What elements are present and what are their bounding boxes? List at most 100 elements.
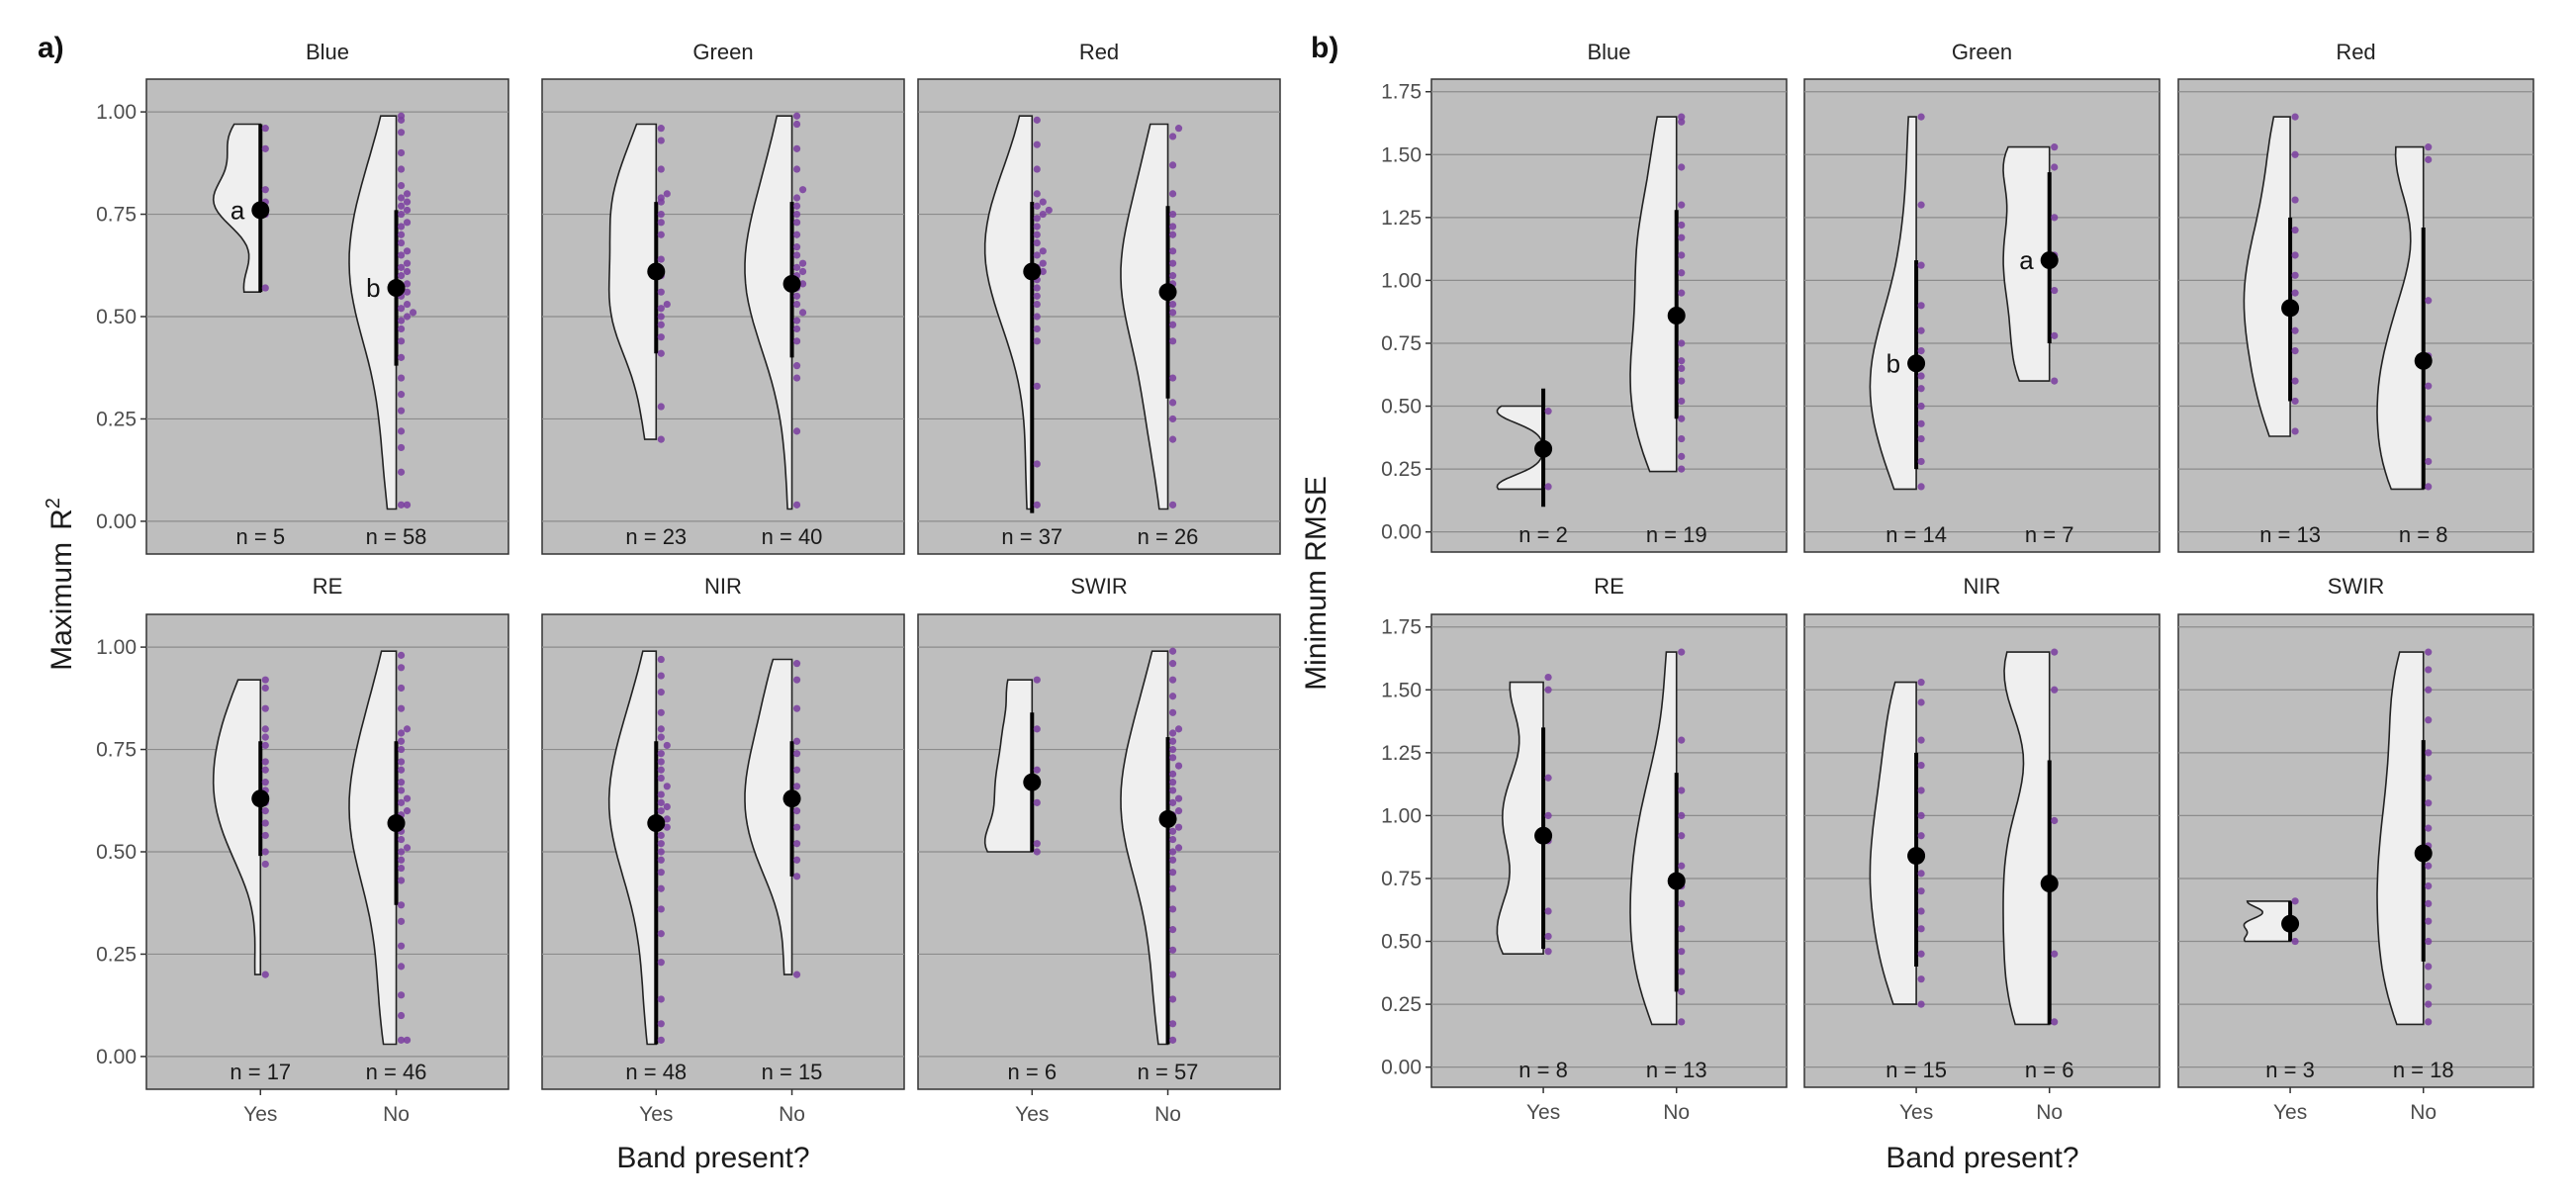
data-point [2051,143,2059,151]
data-point [2425,686,2433,694]
data-point [1033,116,1041,124]
mean-point [2281,914,2300,933]
data-point [261,819,269,827]
data-point [2425,963,2433,971]
data-point [1168,660,1177,668]
data-point [261,725,269,733]
data-point [403,280,412,288]
violin-group-yes: n = 15 [1869,679,1947,1082]
data-point [397,779,406,787]
y-tick-label: 0.25 [96,408,137,430]
data-point [798,186,807,194]
data-point [792,165,801,173]
violin-shape [348,650,398,1046]
data-point [403,794,412,802]
data-point [397,317,406,324]
data-point [397,165,406,173]
data-point [1168,321,1177,328]
data-point [657,708,665,716]
data-point [397,745,406,754]
data-point [663,815,671,823]
data-point [1033,292,1041,300]
mean-point [1907,354,1926,373]
mean-point [251,201,270,220]
data-point [1033,840,1041,848]
violin-group-yes: n = 13 [2243,113,2321,547]
data-point [1033,300,1041,309]
data-point [657,210,665,219]
data-point [1033,848,1041,856]
data-point [657,905,665,913]
data-point [1039,247,1047,255]
data-point [1917,975,1925,983]
data-point [1917,761,1925,770]
mean-point [1667,872,1686,890]
n-label: n = 8 [1518,1058,1568,1082]
data-point [2425,937,2433,946]
x-axis-title: Band present? [616,1142,809,1174]
data-point [261,848,269,856]
data-point [2425,648,2433,656]
panel-label: b) [1311,32,1338,64]
data-point [657,733,665,741]
data-point [1917,887,1925,895]
x-tick-label: No [1154,1103,1181,1126]
data-point [1033,215,1041,223]
data-point [1917,832,1925,840]
data-point [1168,835,1177,844]
data-point [403,259,412,267]
x-tick-label: No [779,1103,805,1126]
data-point [2291,346,2299,355]
mean-point [2414,351,2433,370]
data-point [2291,113,2299,121]
violin-shape [983,115,1034,510]
data-point [397,129,406,137]
x-tick-label: No [383,1103,410,1126]
n-label: n = 26 [1138,524,1199,549]
data-point [1168,1020,1177,1028]
mean-point [387,814,406,833]
facet-title: Blue [1587,40,1630,64]
data-point [1168,737,1177,745]
mean-point [1158,809,1177,828]
data-point [397,263,406,271]
violin-shape [607,650,658,1046]
y-tick-label: 0.00 [1381,521,1422,544]
data-point [1678,465,1686,473]
facet-title: NIR [704,574,742,599]
data-point [1544,948,1552,956]
data-point [2291,196,2299,204]
data-point [403,267,412,276]
data-point [657,231,665,238]
data-point [1917,457,1925,466]
n-label: n = 40 [762,524,823,549]
facet-red-r2: Red n = 37 n = 26 [917,40,1281,555]
data-point [1917,870,1925,878]
y-tick-label: 1.00 [96,101,137,124]
y-axis-title: MaximumR2 [43,498,78,671]
violin-group-yes: n = 48 [607,650,687,1084]
data-point [403,198,412,206]
data-point [657,750,665,758]
data-point [1678,357,1686,365]
data-point [1033,798,1041,806]
facet-title: Green [1952,40,2012,64]
data-point [1033,231,1041,238]
violin-group-yes: b n = 14 [1869,113,1947,547]
data-point [1678,201,1686,209]
data-point [657,1036,665,1044]
y-tick-label: 1.00 [96,636,137,659]
data-point [1917,679,1925,687]
data-point [1174,125,1183,133]
data-point [1168,905,1177,913]
y-tick-label: 0.75 [96,739,137,762]
data-point [1678,415,1686,422]
data-point [1678,397,1686,406]
data-point [1174,725,1183,733]
facet-title: NIR [1964,574,2001,599]
data-point [397,443,406,452]
data-point [261,741,269,750]
violin-group-no: n = 6 [2002,648,2073,1082]
data-point [397,877,406,884]
